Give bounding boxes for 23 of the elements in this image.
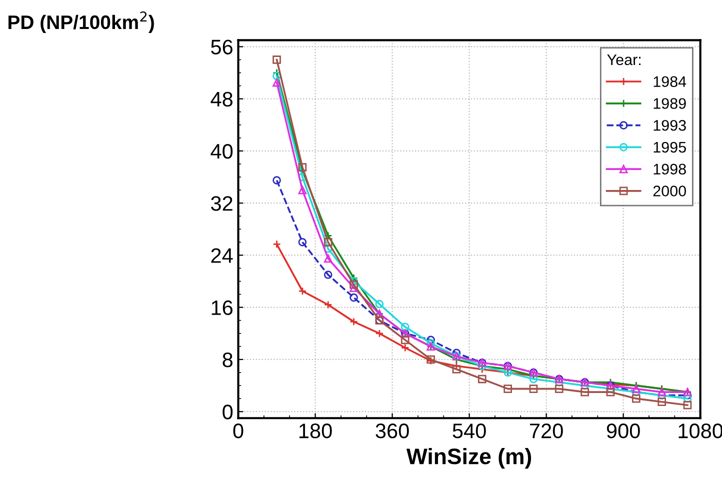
x-tick-label: 720: [530, 424, 563, 438]
legend-label: 1993: [654, 120, 686, 131]
y-tick-label: 16: [212, 300, 232, 316]
y-tick-label: 48: [210, 92, 232, 107]
y-tick-label: 56: [211, 40, 232, 54]
y-tick-label: 24: [211, 248, 233, 263]
x-tick-label: 900: [606, 424, 640, 438]
x-tick-label: 180: [299, 424, 332, 438]
y-tick-label: 32: [211, 196, 232, 211]
y-tick-label: 40: [210, 144, 233, 159]
x-tick-label: 540: [452, 424, 486, 438]
legend-title: Year:: [607, 54, 640, 66]
legend-label: 1984: [654, 76, 686, 88]
legend-label: 2000: [653, 186, 686, 196]
y-axis-title: PD (NP/100km$^{2}$): [8, 11, 154, 34]
legend-label: 1989: [654, 98, 686, 109]
x-tick-label: 0: [233, 424, 244, 438]
x-axis-title: WinSize (m): [406, 448, 532, 469]
y-tick-label: 0: [222, 404, 233, 420]
x-tick-label: 360: [376, 424, 409, 438]
legend-label: 1998: [654, 164, 686, 175]
y-tick-label: 8: [222, 352, 232, 368]
legend-label: 1995: [654, 142, 686, 153]
